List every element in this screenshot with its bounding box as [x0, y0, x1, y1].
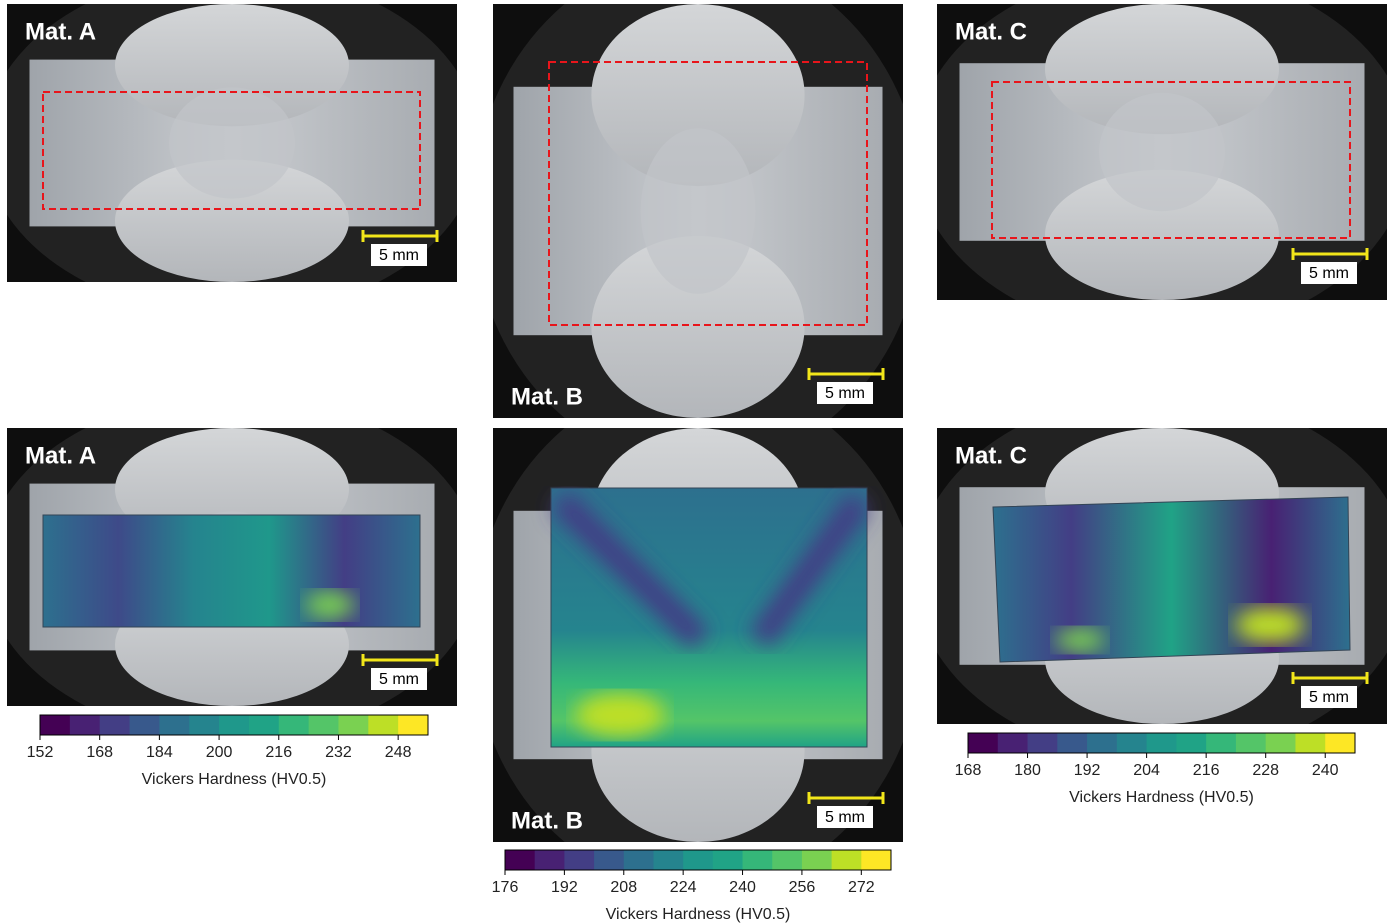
micrograph-panel: Mat. C 5 mm [915, 392, 1392, 759]
colorbar-bin [368, 715, 398, 735]
colorbar-tick-label: 216 [265, 744, 292, 761]
colorbar-bin [309, 715, 339, 735]
colorbar-tick-label: 168 [955, 762, 982, 779]
panel-label: Mat. B [511, 807, 583, 834]
figure: Mat. A 5 mm Mat. B 5 mm Mat. C 5 mm Mat. A 5 mm… [0, 0, 1392, 924]
micrograph-panel: Mat. A 5 mm [0, 0, 480, 315]
colorbar-bin [1028, 733, 1058, 753]
hardness-hotspot [575, 693, 665, 737]
colorbar-tick-label: 256 [789, 879, 816, 896]
scale-label: 5 mm [1309, 265, 1349, 282]
colorbar-bin [100, 715, 130, 735]
micrograph-panel: Mat. B 5 mm [473, 378, 924, 891]
colorbar-tick-label: 180 [1014, 762, 1041, 779]
colorbar-tick-label: 224 [670, 879, 697, 896]
colorbar-tick-label: 228 [1252, 762, 1279, 779]
colorbar-bin [564, 850, 594, 870]
hardness-hotspot [1055, 628, 1105, 652]
scale-label: 5 mm [825, 809, 865, 826]
colorbar-bin [1266, 733, 1296, 753]
colorbar-title: Vickers Hardness (HV0.5) [142, 771, 327, 788]
colorbar-bin [70, 715, 100, 735]
colorbar-bin [1206, 733, 1236, 753]
scale-label: 5 mm [379, 671, 419, 688]
colorbar: 152 168 184 200 216 232 248 Vickers Hardness (H… [27, 715, 429, 788]
colorbar-bin [338, 715, 368, 735]
colorbar-tick-label: 184 [146, 744, 173, 761]
colorbar-bin [159, 715, 189, 735]
colorbar-tick-label: 152 [27, 744, 54, 761]
colorbar-bin [968, 733, 998, 753]
fusion-zone [1099, 93, 1225, 211]
colorbar-bin [505, 850, 535, 870]
hardness-map [993, 497, 1350, 662]
colorbar: 176 192 208 224 240 256 272 Vickers Hardness (H… [492, 850, 892, 923]
panel-label: Mat. C [955, 18, 1027, 45]
colorbar-bin [743, 850, 773, 870]
colorbar-tick-label: 240 [1312, 762, 1339, 779]
colorbar-bin [1295, 733, 1325, 753]
colorbar-title: Vickers Hardness (HV0.5) [1069, 789, 1254, 806]
colorbar-bin [998, 733, 1028, 753]
panel-label: Mat. B [511, 383, 583, 410]
colorbar-bin [1087, 733, 1117, 753]
micrograph-panel: Mat. C 5 mm [915, 0, 1392, 336]
colorbar-bin [1057, 733, 1087, 753]
colorbar-bin [249, 715, 279, 735]
colorbar-bin [683, 850, 713, 870]
hardness-hotspot [305, 591, 355, 619]
panel-label: Mat. A [25, 442, 96, 469]
colorbar-bin [861, 850, 891, 870]
colorbar-bin [624, 850, 654, 870]
colorbar-bin [802, 850, 832, 870]
scale-label: 5 mm [1309, 689, 1349, 706]
colorbar-bin [279, 715, 309, 735]
colorbar-tick-label: 208 [610, 879, 637, 896]
colorbar-tick-label: 168 [86, 744, 113, 761]
colorbar-bin [535, 850, 565, 870]
colorbar-bin [653, 850, 683, 870]
colorbar-bin [219, 715, 249, 735]
colorbar-tick-label: 176 [492, 879, 519, 896]
colorbar-tick-label: 272 [848, 879, 875, 896]
panel-label: Mat. A [25, 18, 96, 45]
colorbar-bin [1147, 733, 1177, 753]
scale-label: 5 mm [825, 385, 865, 402]
fusion-zone [641, 128, 756, 294]
scale-label: 5 mm [379, 247, 419, 264]
hardness-map [43, 515, 420, 627]
colorbar-tick-label: 216 [1193, 762, 1220, 779]
fusion-zone [169, 87, 295, 198]
colorbar-tick-label: 200 [206, 744, 233, 761]
colorbar-title: Vickers Hardness (HV0.5) [606, 906, 791, 923]
colorbar-tick-label: 192 [551, 879, 578, 896]
colorbar-bin [1236, 733, 1266, 753]
colorbar: 168 180 192 204 216 228 240 Vickers Hardness (H… [955, 733, 1356, 806]
colorbar-bin [1325, 733, 1355, 753]
micrograph-panel: Mat. A 5 mm [0, 395, 480, 740]
colorbar-bin [130, 715, 160, 735]
colorbar-bin [1117, 733, 1147, 753]
colorbar-tick-label: 192 [1074, 762, 1101, 779]
colorbar-bin [594, 850, 624, 870]
colorbar-bin [713, 850, 743, 870]
colorbar-bin [189, 715, 219, 735]
colorbar-bin [1176, 733, 1206, 753]
colorbar-tick-label: 240 [729, 879, 756, 896]
micrograph-panel: Mat. B 5 mm [473, 0, 924, 468]
colorbar-bin [398, 715, 428, 735]
colorbar-tick-label: 204 [1133, 762, 1160, 779]
colorbar-bin [832, 850, 862, 870]
colorbar-bin [772, 850, 802, 870]
hardness-hotspot [1235, 607, 1305, 643]
colorbar-bin [40, 715, 70, 735]
colorbar-tick-label: 232 [325, 744, 352, 761]
panel-label: Mat. C [955, 442, 1027, 469]
colorbar-tick-label: 248 [385, 744, 412, 761]
